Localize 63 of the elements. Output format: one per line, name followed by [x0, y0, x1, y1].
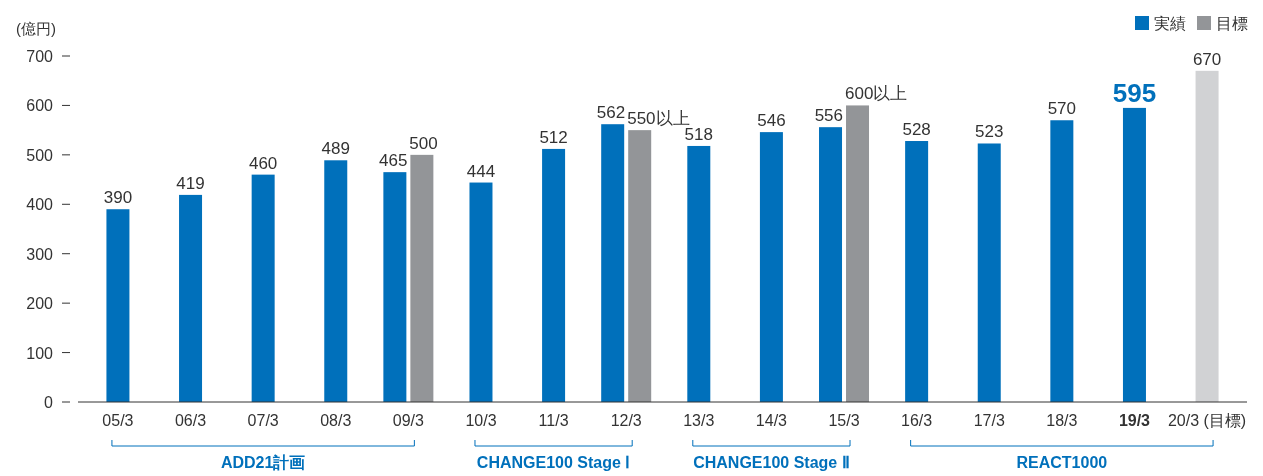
data-label: 570: [1047, 99, 1077, 119]
data-label: 512: [539, 127, 568, 147]
y-tick-label: 300: [26, 245, 54, 263]
bar: [324, 160, 348, 402]
bar: [410, 154, 434, 402]
y-tick-label: 500: [26, 146, 54, 164]
data-label: 670: [1192, 49, 1222, 69]
x-tick-label: 07/3: [247, 412, 279, 429]
x-tick-label: 13/3: [683, 412, 715, 429]
data-label: 419: [176, 173, 205, 193]
legend-label: 実績: [1154, 15, 1186, 32]
x-tick-label: 12/3: [610, 412, 642, 429]
bar: [977, 143, 1001, 402]
data-label: 523: [975, 122, 1004, 142]
bar: [179, 194, 203, 402]
bar: [628, 130, 652, 402]
x-tick-label: 20/3 (目標): [1167, 412, 1247, 429]
data-label: 600以上: [845, 84, 908, 104]
data-label: 444: [466, 161, 496, 181]
bar: [759, 132, 783, 402]
bar: [846, 105, 870, 402]
y-tick-label: 100: [26, 344, 54, 362]
bar: [905, 141, 929, 402]
x-tick-label: 06/3: [174, 412, 207, 429]
y-tick-label: 600: [26, 97, 54, 115]
y-tick-label: 0: [44, 394, 54, 411]
text: REACT1000: [1016, 454, 1108, 471]
x-tick-label: 18/3: [1046, 412, 1078, 429]
y-axis-title: (億円): [16, 20, 56, 37]
text: CHANGE100 Stage Ⅱ: [693, 454, 850, 471]
x-tick-label: 17/3: [973, 412, 1005, 429]
data-label: 500: [409, 133, 438, 153]
data-label: 390: [103, 188, 133, 208]
bar: [687, 145, 711, 402]
x-tick-label: 15/3: [828, 412, 860, 429]
x-tick-label: 14/3: [755, 412, 788, 429]
data-label: 528: [902, 120, 931, 140]
x-tick-label: 05/3: [102, 412, 134, 429]
x-tick-label: 11/3: [538, 412, 569, 429]
x-tick-label: 09/3: [392, 412, 425, 429]
data-label: 562: [596, 103, 626, 123]
x-tick-label: 16/3: [901, 412, 933, 429]
data-label: 546: [757, 111, 786, 131]
data-label: 460: [248, 153, 278, 173]
bar: [542, 148, 566, 402]
bar: [1122, 107, 1146, 402]
x-tick-label: 10/3: [465, 412, 497, 429]
bar: [1050, 120, 1074, 402]
x-tick-label: 08/3: [320, 412, 352, 429]
bar: [469, 182, 493, 402]
y-tick-label: 400: [26, 196, 54, 214]
data-label: 465: [378, 151, 408, 171]
legend-label: 目標: [1216, 15, 1248, 32]
text: CHANGE100 Stage Ⅰ: [476, 454, 631, 471]
data-label: 489: [321, 139, 350, 159]
bar: [106, 209, 130, 402]
data-label: 595: [1112, 77, 1157, 108]
bar: [251, 174, 275, 402]
y-tick-label: 700: [26, 48, 54, 65]
y-tick-label: 200: [26, 295, 54, 313]
data-label: 556: [814, 106, 844, 126]
x-tick-label: 19/3: [1118, 412, 1151, 429]
text: ADD21計画: [220, 454, 306, 471]
